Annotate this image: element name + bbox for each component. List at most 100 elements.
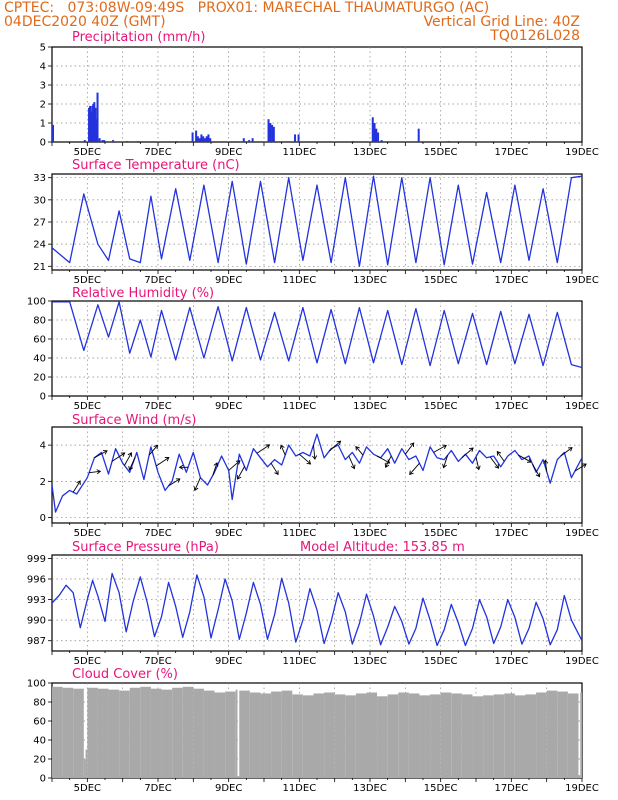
x-tick-label: 19DEC [565, 656, 599, 667]
cloud-cover-bar [83, 759, 86, 778]
x-tick-label: 7DEC [144, 275, 171, 286]
wind-vector-head [442, 444, 447, 450]
cloud-cover-bar [461, 694, 473, 778]
wind-vector-head [164, 457, 170, 462]
cloud-cover-bar [408, 693, 420, 778]
x-tick-label: 19DEC [565, 147, 599, 158]
precipitation-bar [103, 140, 106, 142]
cloud-cover-bar [324, 692, 335, 778]
wind-vector [574, 463, 587, 472]
x-tick-label: 9DEC [215, 147, 242, 158]
wind-vector-head [526, 458, 532, 463]
wind-vector [299, 453, 311, 465]
precipitation-bar [352, 141, 355, 142]
precipitation-bar [269, 123, 272, 142]
y-tick-label: 33 [33, 173, 46, 184]
cloud-cover-bar [182, 686, 194, 778]
y-tick-label: 4 [40, 441, 46, 452]
precipitation-bar [271, 124, 274, 142]
cloud-cover-bar [203, 690, 215, 778]
wind-vector-head [178, 464, 184, 470]
precipitation-bar [375, 128, 378, 142]
wind-vector-head [236, 474, 242, 480]
precipitation-bar [136, 141, 139, 142]
precipitation-bar [202, 136, 205, 142]
wind-vector [475, 456, 480, 470]
series-line [52, 301, 582, 369]
wind-vector-head [475, 465, 481, 471]
wind-vector [228, 460, 241, 471]
x-tick-label: 15DEC [424, 275, 458, 286]
x-tick-label: 11DEC [282, 656, 316, 667]
x-tick-label: 7DEC [144, 147, 171, 158]
wind-vector-head [496, 450, 502, 456]
cloud-cover-bar [398, 692, 409, 778]
wind-vector [256, 444, 270, 454]
cloud-cover-bar [355, 693, 367, 778]
wind-vector [313, 445, 316, 460]
y-tick-label: 5 [40, 43, 46, 54]
x-tick-label: 5DEC [74, 147, 101, 158]
y-tick-label: 990 [27, 616, 46, 627]
x-tick-label: 17DEC [494, 528, 528, 539]
wind-vector [404, 442, 415, 455]
wind-vector-head [127, 452, 133, 457]
cloud-cover-bar [567, 693, 579, 778]
x-tick-label: 13DEC [353, 528, 387, 539]
wind-vector-head [409, 442, 415, 448]
x-tick-label: 5DEC [74, 401, 101, 412]
wind-vector [124, 452, 132, 466]
cloud-cover-bar [419, 695, 431, 778]
cloud-cover-bar [281, 690, 293, 778]
x-tick-label: 13DEC [353, 275, 387, 286]
cloud-cover-bar [557, 691, 568, 778]
x-tick-label: 5DEC [74, 783, 101, 794]
cloud-cover-bar [237, 776, 240, 778]
panel-frame [51, 426, 583, 524]
y-tick-label: 3 [40, 81, 46, 92]
wind-vector-head [535, 472, 541, 478]
precipitation-bar [83, 140, 86, 142]
precipitation-bar [112, 140, 115, 142]
cloud-cover-bar [514, 695, 526, 778]
header-line1: CPTEC: 073:08W-09:49S PROX01: MARECHAL T… [4, 0, 490, 16]
x-tick-label: 17DEC [494, 783, 528, 794]
wind-vector [461, 447, 474, 459]
cloud-cover-bar [225, 691, 236, 778]
wind-vector [560, 447, 573, 457]
cloud-cover-bar [129, 687, 141, 778]
cloud-cover-bar [377, 696, 388, 778]
x-tick-label: 5DEC [74, 275, 101, 286]
x-tick-label: 9DEC [215, 656, 242, 667]
cloud-cover-bar [366, 692, 378, 778]
x-tick-label: 13DEC [353, 783, 387, 794]
cloud-cover-bar [546, 690, 558, 778]
precipitation-bar [377, 132, 380, 142]
cloud-cover-bar [193, 688, 204, 778]
x-tick-label: 15DEC [424, 528, 458, 539]
x-tick-label: 9DEC [215, 783, 242, 794]
panel-title: Surface Wind (m/s) [72, 413, 196, 428]
header-vertical-grid-line: Vertical Grid Line: 40Z [423, 14, 580, 30]
wind-vector [280, 445, 286, 456]
panel-title: Precipitation (mm/h) [72, 30, 205, 45]
precipitation-bar [417, 128, 420, 142]
precipitation-bar [267, 119, 270, 142]
precipitation-bar [380, 140, 383, 142]
wind-vector [155, 457, 170, 467]
precipitation-bar [195, 130, 198, 142]
panel-title: Surface Pressure (hPa) [72, 540, 219, 555]
precipitation-bar [91, 105, 94, 142]
x-tick-label: 17DEC [494, 275, 528, 286]
panel-frame [51, 554, 583, 652]
cloud-cover-bar [580, 692, 582, 778]
precipitation-bar [52, 124, 54, 142]
precipitation-bar [272, 126, 275, 142]
wind-vector-head [193, 486, 199, 492]
y-tick-label: 4 [40, 62, 46, 73]
wind-vector [270, 462, 279, 475]
wind-vector-head [274, 470, 279, 476]
precipitation-bar [207, 134, 210, 142]
y-tick-label: 24 [33, 240, 46, 251]
